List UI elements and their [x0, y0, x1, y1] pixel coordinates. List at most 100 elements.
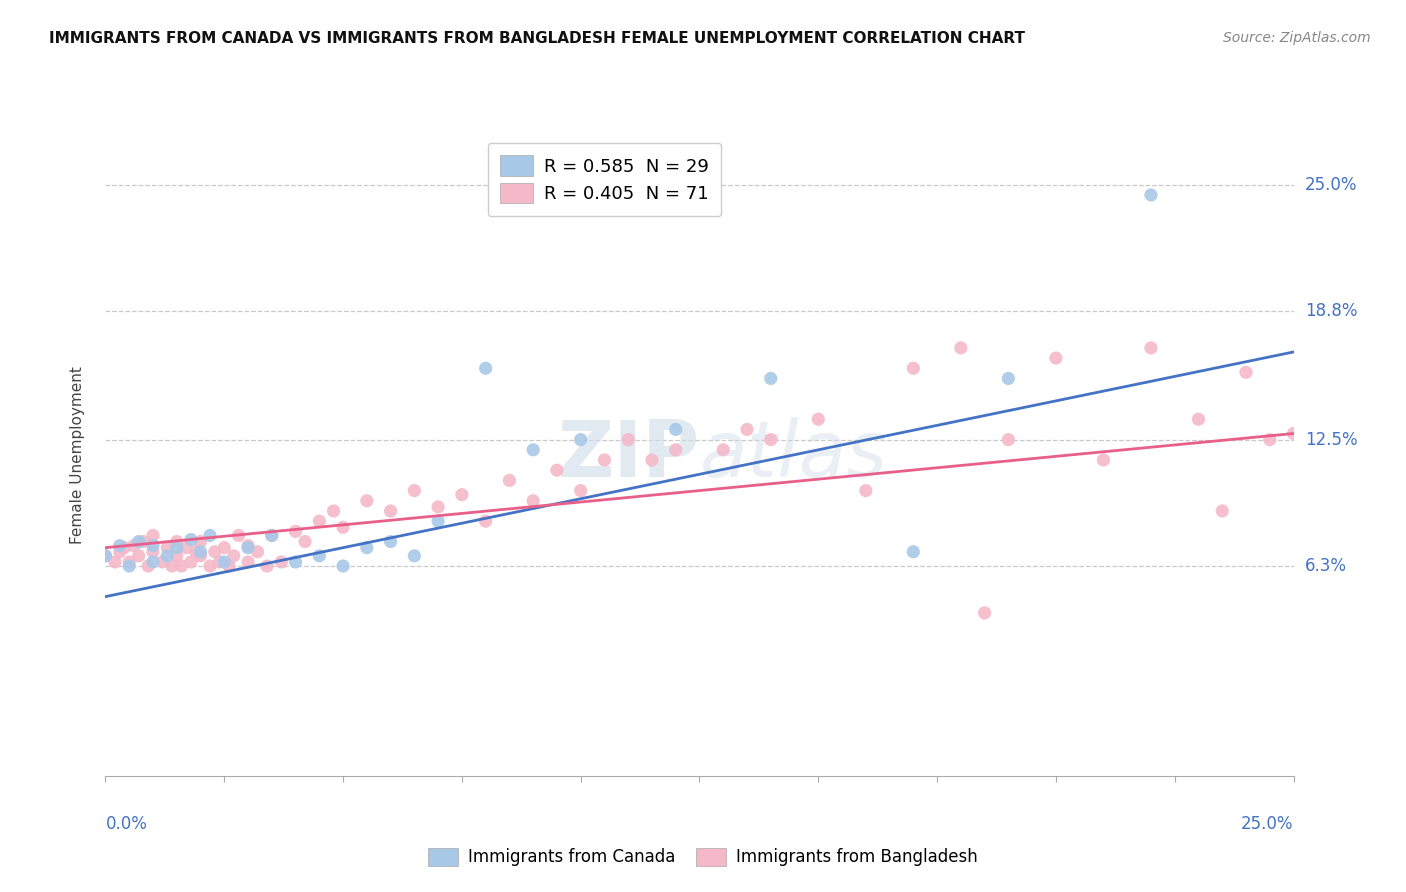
Point — [474, 361, 496, 376]
Text: 12.5%: 12.5% — [1305, 431, 1357, 449]
Point — [1140, 188, 1163, 202]
Point — [1140, 341, 1163, 355]
Text: ZIP: ZIP — [557, 417, 700, 493]
Point — [356, 541, 378, 555]
Point — [427, 514, 450, 528]
Point — [214, 555, 236, 569]
Point — [160, 559, 183, 574]
Point — [218, 559, 240, 574]
Point — [152, 555, 174, 569]
Point — [641, 453, 664, 467]
Point — [180, 533, 202, 547]
Point — [142, 539, 165, 553]
Point — [997, 371, 1019, 385]
Text: 6.3%: 6.3% — [1305, 557, 1347, 575]
Text: 25.0%: 25.0% — [1241, 815, 1294, 833]
Point — [973, 606, 995, 620]
Point — [617, 433, 640, 447]
Point — [108, 545, 131, 559]
Point — [204, 545, 226, 559]
Point — [184, 545, 207, 559]
Point — [593, 453, 616, 467]
Point — [1187, 412, 1209, 426]
Point — [190, 549, 212, 563]
Point — [569, 433, 592, 447]
Point — [270, 555, 292, 569]
Point — [208, 555, 231, 569]
Point — [711, 442, 734, 457]
Point — [156, 541, 179, 555]
Point — [198, 528, 221, 542]
Point — [236, 555, 259, 569]
Point — [260, 528, 283, 542]
Point — [997, 433, 1019, 447]
Point — [322, 504, 344, 518]
Point — [190, 534, 212, 549]
Point — [665, 422, 688, 436]
Point — [142, 545, 165, 559]
Point — [665, 442, 688, 457]
Point — [128, 549, 150, 563]
Point — [166, 549, 188, 563]
Point — [214, 541, 236, 555]
Point — [104, 555, 127, 569]
Point — [294, 534, 316, 549]
Point — [380, 534, 402, 549]
Point — [735, 422, 758, 436]
Point — [427, 500, 450, 514]
Point — [132, 534, 155, 549]
Point — [142, 528, 165, 542]
Point — [807, 412, 830, 426]
Legend: Immigrants from Canada, Immigrants from Bangladesh: Immigrants from Canada, Immigrants from … — [420, 839, 986, 875]
Point — [174, 541, 197, 555]
Point — [308, 514, 330, 528]
Point — [284, 555, 307, 569]
Point — [498, 474, 520, 488]
Point — [332, 559, 354, 574]
Text: 25.0%: 25.0% — [1305, 176, 1357, 194]
Point — [284, 524, 307, 539]
Point — [166, 541, 188, 555]
Point — [855, 483, 877, 498]
Point — [308, 549, 330, 563]
Point — [142, 555, 165, 569]
Text: 18.8%: 18.8% — [1305, 302, 1357, 320]
Point — [114, 541, 136, 555]
Y-axis label: Female Unemployment: Female Unemployment — [70, 366, 84, 544]
Point — [522, 493, 544, 508]
Point — [759, 371, 782, 385]
Point — [122, 539, 145, 553]
Point — [1282, 426, 1305, 441]
Point — [108, 539, 131, 553]
Text: Source: ZipAtlas.com: Source: ZipAtlas.com — [1223, 31, 1371, 45]
Point — [198, 559, 221, 574]
Point — [190, 545, 212, 559]
Point — [94, 549, 117, 563]
Point — [94, 549, 117, 563]
Point — [136, 559, 159, 574]
Point — [1092, 453, 1115, 467]
Point — [903, 361, 925, 376]
Point — [569, 483, 592, 498]
Point — [228, 528, 250, 542]
Point — [546, 463, 568, 477]
Point — [222, 549, 245, 563]
Point — [236, 541, 259, 555]
Point — [903, 545, 925, 559]
Point — [166, 534, 188, 549]
Point — [759, 433, 782, 447]
Point — [256, 559, 278, 574]
Point — [260, 528, 283, 542]
Point — [128, 534, 150, 549]
Point — [246, 545, 269, 559]
Point — [356, 493, 378, 508]
Point — [474, 514, 496, 528]
Point — [118, 559, 141, 574]
Point — [236, 539, 259, 553]
Point — [380, 504, 402, 518]
Point — [404, 549, 426, 563]
Point — [1258, 433, 1281, 447]
Point — [522, 442, 544, 457]
Legend: R = 0.585  N = 29, R = 0.405  N = 71: R = 0.585 N = 29, R = 0.405 N = 71 — [488, 143, 721, 216]
Point — [1234, 365, 1257, 379]
